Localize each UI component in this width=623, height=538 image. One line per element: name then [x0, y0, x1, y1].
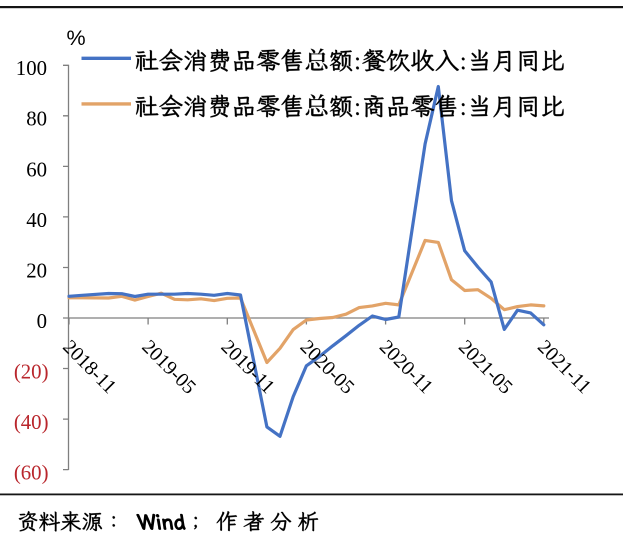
svg-text:(40): (40) [14, 411, 49, 434]
svg-text:(60): (60) [14, 462, 49, 485]
svg-text:0: 0 [37, 310, 47, 333]
svg-text:%: % [67, 26, 86, 50]
svg-text:80: 80 [26, 108, 47, 131]
svg-text:60: 60 [26, 158, 47, 181]
svg-text:40: 40 [26, 209, 47, 232]
svg-text:(20): (20) [14, 360, 49, 383]
svg-text:100: 100 [16, 57, 47, 80]
svg-text:20: 20 [26, 259, 47, 282]
